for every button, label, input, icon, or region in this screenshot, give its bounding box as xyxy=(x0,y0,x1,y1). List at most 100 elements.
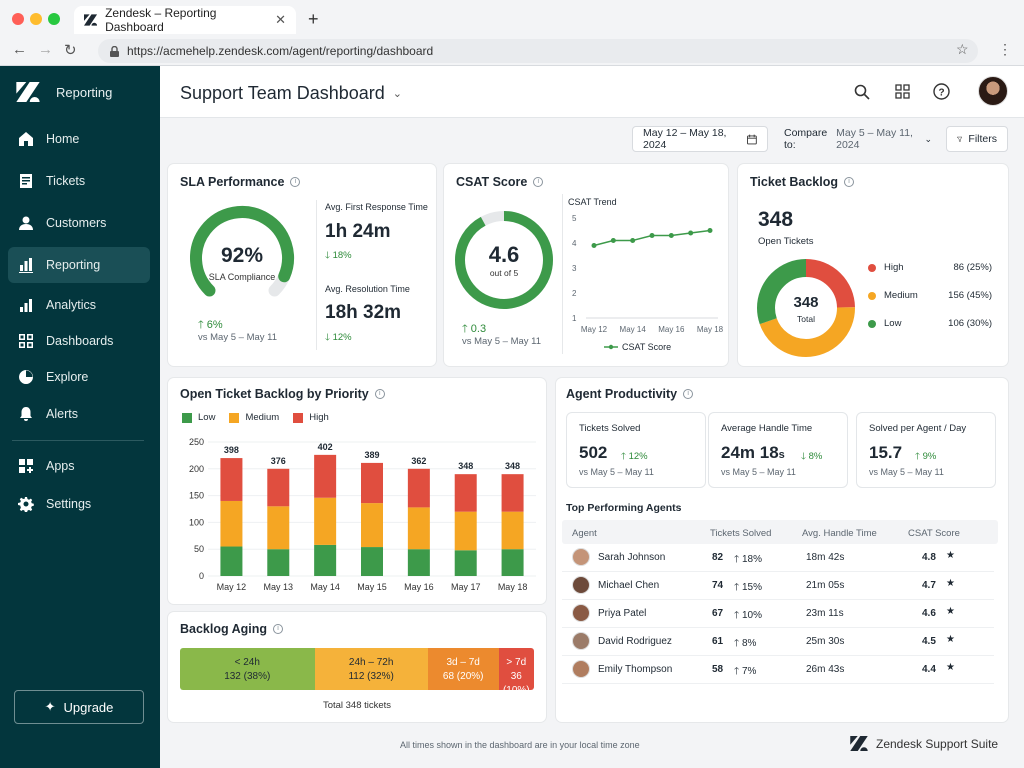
sidebar-item-tickets[interactable]: Tickets xyxy=(8,163,150,199)
column-header-tickets-solved[interactable]: Tickets Solved xyxy=(710,528,772,539)
priority-legend: Low Medium High xyxy=(182,412,329,423)
table-row[interactable]: Priya Patel 67 🡑 10% 23m 11s 4.6 ★ xyxy=(562,600,994,628)
info-icon[interactable]: i xyxy=(273,624,284,634)
table-row[interactable]: David Rodriguez 61 🡑 8% 25m 30s 4.5 ★ xyxy=(562,628,994,656)
bookmark-star-icon[interactable]: ☆ xyxy=(956,41,969,57)
info-icon[interactable]: i xyxy=(290,177,301,187)
bell-icon xyxy=(20,407,32,421)
table-row[interactable]: Michael Chen 74 🡑 15% 21m 05s 4.7 ★ xyxy=(562,572,994,600)
sidebar-item-analytics[interactable]: Analytics xyxy=(8,287,150,323)
upgrade-button[interactable]: ✦ Upgrade xyxy=(14,690,144,724)
sla-percent: 92% xyxy=(220,244,264,267)
aging-value: 112 (32%) xyxy=(348,671,394,682)
table-row[interactable]: Emily Thompson 58 🡑 7% 26m 43s 4.4 ★ xyxy=(562,656,994,684)
column-header-csat[interactable]: CSAT Score xyxy=(908,528,960,539)
kpi-tickets-solved: Tickets Solved 502 🡑 12% vs May 5 – May … xyxy=(566,412,706,488)
help-icon[interactable]: ? xyxy=(933,83,950,100)
aging-segment[interactable]: 3d – 7d 68 (20%) xyxy=(427,648,499,690)
zendesk-logo-icon xyxy=(84,14,98,26)
forward-icon[interactable]: → xyxy=(38,41,53,58)
aging-range: < 24h xyxy=(234,657,260,668)
kpi-change-value: 8% xyxy=(808,451,823,462)
aging-value: 68 (20%) xyxy=(442,671,484,682)
aging-range: 24h – 72h xyxy=(348,657,394,668)
top-agents-table: Agent Tickets Solved Avg. Handle Time CS… xyxy=(562,520,998,728)
aging-segment[interactable]: 24h – 72h 112 (32%) xyxy=(314,648,428,690)
minimize-window-icon[interactable] xyxy=(30,13,42,25)
footer-brand-label: Zendesk Support Suite xyxy=(876,736,999,751)
star-icon: ★ xyxy=(946,662,955,673)
sidebar-item-settings[interactable]: Settings xyxy=(8,486,150,522)
back-icon[interactable]: ← xyxy=(12,41,27,58)
sidebar-item-apps[interactable]: Apps xyxy=(8,448,150,484)
new-tab-icon[interactable]: + xyxy=(308,9,319,29)
maximize-window-icon[interactable] xyxy=(48,13,60,25)
grid-icon[interactable] xyxy=(895,84,910,99)
legend-label: Medium xyxy=(245,412,280,423)
info-icon[interactable]: i xyxy=(683,389,694,399)
card-title: Ticket Backlog i xyxy=(750,175,855,189)
agent-csat: 4.7 xyxy=(922,580,936,591)
agent-avatar xyxy=(572,576,590,594)
table-row[interactable]: Sarah Johnson 82 🡑 18% 18m 42s 4.8 ★ xyxy=(562,544,994,572)
agent-change: 🡑 18% xyxy=(734,554,762,565)
agent-change: 🡑 8% xyxy=(734,638,757,649)
kpi-average-handle-time: Average Handle Time 24m 18s 🡓 8% vs May … xyxy=(708,412,848,488)
csat-point xyxy=(649,233,655,238)
kpi-value-number: 15.7 xyxy=(869,443,903,462)
date-range-value: May 12 – May 18, 2024 xyxy=(643,127,727,151)
footer-note: All times shown in the dashboard are in … xyxy=(400,740,640,750)
filters-button[interactable]: Filters xyxy=(946,126,1008,152)
x-tick-label: May 17 xyxy=(451,582,481,592)
browser-chrome: Zendesk – Reporting Dashboard ✕ + ← → ↻ … xyxy=(0,0,1024,66)
column-header-handle-time[interactable]: Avg. Handle Time xyxy=(802,528,877,539)
agent-change: 🡑 10% xyxy=(734,610,762,621)
compare-range-picker[interactable]: Compare to: May 5 – May 11, 2024 ⌄ xyxy=(774,126,942,152)
card-title: SLA Performance i xyxy=(180,175,301,189)
address-bar[interactable]: https://acmehelp.zendesk.com/agent/repor… xyxy=(98,39,978,63)
avatar[interactable] xyxy=(978,76,1008,106)
bar-total-label: 376 xyxy=(271,456,286,466)
bar-total-label: 362 xyxy=(411,456,426,466)
browser-menu-icon[interactable]: ⋮ xyxy=(998,41,1012,57)
agent-name: David Rodriguez xyxy=(598,636,672,647)
kpi-solved-per-agent: Solved per Agent / Day 15.7 🡑 9% vs May … xyxy=(856,412,996,488)
dashboard-selector[interactable]: Support Team Dashboard ⌄ xyxy=(180,83,402,104)
y-tick-label: 150 xyxy=(189,491,204,501)
aging-range: > 7d xyxy=(506,657,527,668)
aging-segment[interactable]: < 24h 132 (38%) xyxy=(180,648,315,690)
info-icon[interactable]: i xyxy=(844,177,855,187)
sidebar-item-alerts[interactable]: Alerts xyxy=(8,396,150,432)
kpi-value-number: 24m 18 xyxy=(721,443,779,462)
priority-backlog-card: Open Ticket Backlog by Priority i Low Med… xyxy=(168,378,546,604)
sidebar-brand[interactable]: Reporting xyxy=(16,82,112,102)
csat-score-value: 4.6 xyxy=(488,242,520,267)
close-window-icon[interactable] xyxy=(12,13,24,25)
sidebar-item-reporting[interactable]: Reporting xyxy=(8,247,150,283)
kpi-change: 🡑 12% xyxy=(621,451,648,462)
info-icon[interactable]: i xyxy=(533,177,544,187)
csat-compare: vs May 5 – May 11 xyxy=(462,336,542,347)
sidebar-item-home[interactable]: Home xyxy=(8,121,150,157)
sla-change-value: 6% xyxy=(206,319,223,331)
kpi-label: Average Handle Time xyxy=(721,423,813,434)
date-range-picker[interactable]: May 12 – May 18, 2024 xyxy=(632,126,768,152)
sidebar-item-explore[interactable]: Explore xyxy=(8,359,150,395)
reload-icon[interactable]: ↻ xyxy=(64,42,77,59)
agent-avatar xyxy=(572,660,590,678)
sidebar-item-customers[interactable]: Customers xyxy=(8,205,150,241)
csat-trend-chart: 5 4 3 2 1 May 12 May 14 May 16 May 18 xyxy=(572,214,724,334)
close-tab-icon[interactable]: ✕ xyxy=(275,12,286,27)
sidebar-item-dashboards[interactable]: Dashboards xyxy=(8,323,150,359)
info-icon[interactable]: i xyxy=(374,389,385,399)
agent-solved: 67 xyxy=(712,608,724,619)
bar-medium xyxy=(454,511,477,551)
search-icon[interactable] xyxy=(854,84,870,100)
resolution-value: 18h 32m xyxy=(325,302,402,323)
column-header-agent[interactable]: Agent xyxy=(572,528,597,539)
browser-tab[interactable]: Zendesk – Reporting Dashboard ✕ xyxy=(74,6,296,34)
legend-label: Medium xyxy=(884,290,918,301)
legend-label: CSAT Score xyxy=(622,342,672,352)
agent-avatar xyxy=(572,632,590,650)
aging-segment[interactable]: > 7d 36 (10%) xyxy=(498,648,534,690)
